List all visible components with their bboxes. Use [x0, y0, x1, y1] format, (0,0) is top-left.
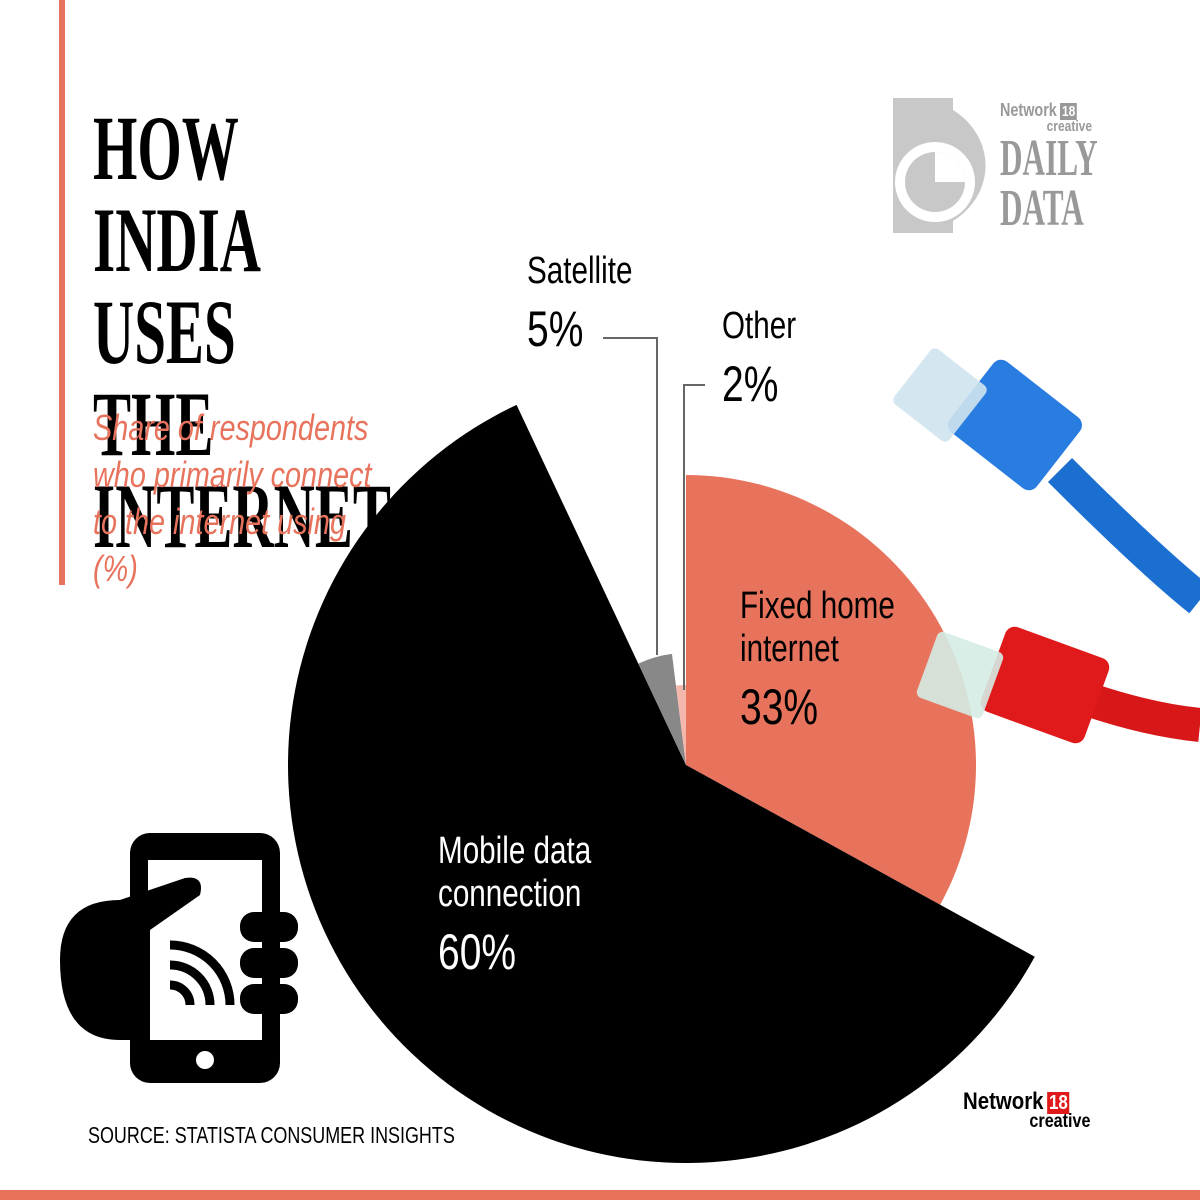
slice-value: 60%: [438, 924, 517, 980]
footer-bar: [0, 1190, 1200, 1200]
pie-slice: [686, 475, 977, 905]
brand-number: 18: [1047, 1092, 1070, 1114]
slice-label: Satellite 5%: [527, 250, 691, 357]
slice-label: Fixed home internet 33%: [740, 585, 904, 735]
slice-name: Satellite: [527, 250, 633, 292]
slice-name: Mobile data connection: [438, 830, 592, 915]
red-cable: [916, 626, 1200, 744]
pie-slice: [638, 653, 686, 765]
brand-creative: creative: [1046, 118, 1092, 135]
brand-creative: creative: [1029, 1111, 1091, 1132]
source: SOURCE: STATISTA CONSUMER INSIGHTS: [88, 1122, 455, 1148]
slice-value: 33%: [740, 679, 819, 735]
brand-daily: DAILY: [1000, 130, 1098, 187]
slice-value: 2%: [722, 356, 779, 412]
slice-value: 5%: [527, 301, 584, 357]
brand-data: DATA: [1000, 180, 1084, 237]
leader-line: [683, 384, 705, 690]
chart-subtitle: Share of respondents who primarily conne…: [93, 407, 372, 589]
brand-network: Network: [1000, 100, 1057, 120]
daily-data: DAILY DATA: [1000, 130, 1098, 237]
brand-number: 18: [1060, 103, 1077, 120]
pie-slice: [287, 404, 1035, 1163]
slice-name: Other: [722, 305, 797, 347]
blue-cable: [893, 348, 1200, 614]
phone-icon: [60, 833, 298, 1083]
brand-bottom: Network 18 creative: [963, 1088, 1091, 1133]
pie-slice: [675, 685, 686, 765]
slice-name: Fixed home internet: [740, 585, 895, 670]
slice-label: Other 2%: [722, 305, 886, 412]
brand-network: Network: [963, 1088, 1044, 1115]
slice-label: Mobile data connection 60%: [438, 830, 602, 980]
daily-data-logo: [893, 98, 986, 233]
brand-top: Network 18 creative: [1000, 100, 1092, 135]
leader-line: [603, 337, 658, 655]
pie: [287, 404, 1035, 1163]
accent-bar: [59, 0, 65, 585]
